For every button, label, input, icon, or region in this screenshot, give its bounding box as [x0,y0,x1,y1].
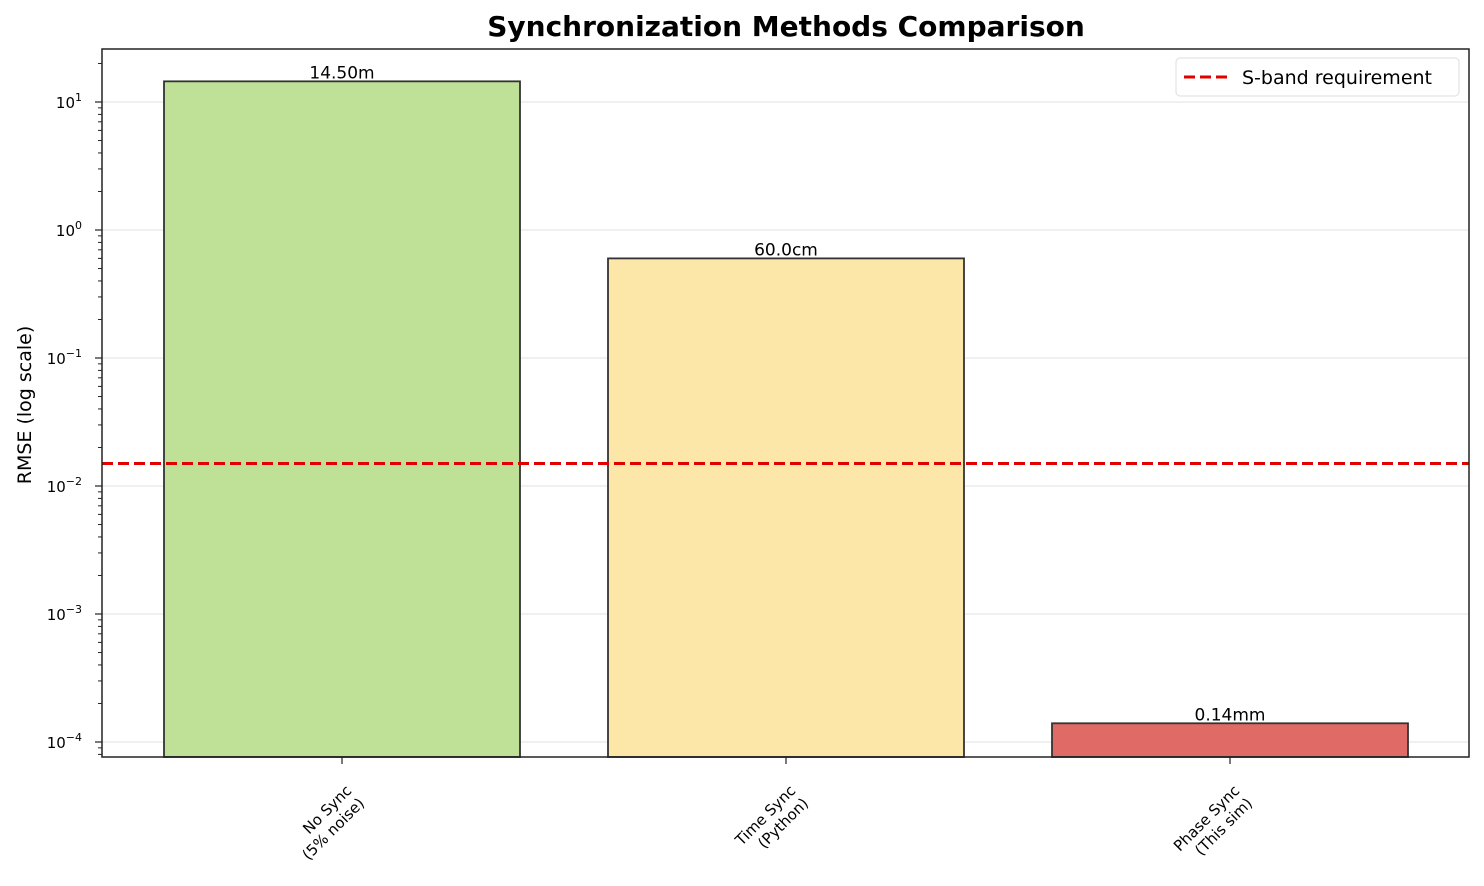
x-tick-label: No Sync(5% noise) [299,782,368,864]
bar [607,257,965,758]
y-axis-label: RMSE (log scale) [14,326,36,485]
legend-box [1175,57,1460,97]
bar [163,80,521,758]
legend-entry-s-band: S-band requirement [1242,67,1432,89]
data-label: 0.14mm [1195,705,1266,725]
y-tick-label: 101 [56,91,82,112]
legend: S-band requirement [1175,57,1460,97]
y-tick-label: 10−1 [47,347,82,368]
data-label: 60.0cm [754,240,818,260]
x-tick-label: Time Sync(Python) [731,782,812,853]
bar [1051,722,1409,758]
y-tick-label: 10−3 [47,603,82,624]
y-tick-label: 100 [56,219,82,240]
data-labels: 14.50m 60.0cm 0.14mm [309,63,1265,725]
y-tick-label: 10−4 [47,731,82,752]
y-tick-label: 10−2 [47,475,82,496]
data-label: 14.50m [309,63,374,83]
y-axis: 10−4 10−3 10−2 10−1 100 101 [47,62,102,755]
x-tick-label: Phase Sync(This sim) [1170,782,1256,860]
chart-title: Synchronization Methods Comparison [487,10,1085,43]
x-axis: No Sync(5% noise) Time Sync(Python) Phase … [299,757,1256,864]
bars [163,80,1409,758]
